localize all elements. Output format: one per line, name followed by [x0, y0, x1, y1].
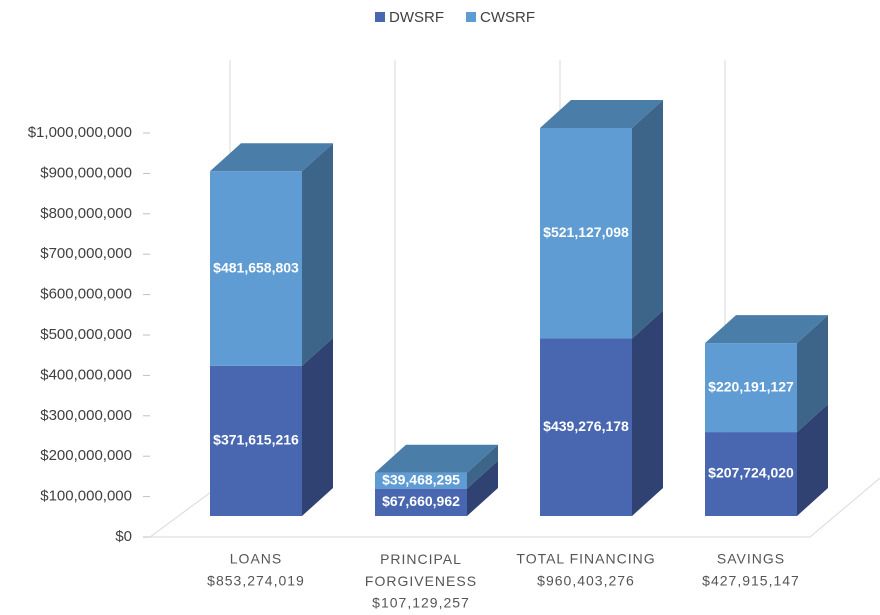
bar — [375, 472, 467, 489]
bar-side — [302, 337, 333, 516]
bar-side — [797, 404, 828, 516]
y-tick-label: $1,000,000,000 — [28, 124, 132, 141]
y-tick-label: $700,000,000 — [40, 245, 132, 262]
y-tick-label: $400,000,000 — [40, 366, 132, 383]
bar-side — [632, 310, 663, 516]
total-label: $960,403,276 — [537, 573, 635, 589]
data-label: $481,658,803 — [213, 259, 299, 275]
x-tick-label: TOTAL FINANCING — [516, 551, 655, 567]
bar-top — [540, 99, 663, 128]
data-label: $67,660,962 — [382, 493, 460, 509]
x-tick-label-line: PRINCIPAL — [380, 551, 462, 567]
bar-side — [797, 315, 828, 433]
data-label: $371,615,216 — [213, 432, 299, 448]
legend-label: CWSRF — [480, 9, 535, 26]
legend: DWSRF CWSRF — [375, 9, 535, 26]
data-label: $39,468,295 — [382, 471, 460, 487]
bar — [210, 171, 302, 366]
y-tick-label: $200,000,000 — [40, 447, 132, 464]
bar-side — [467, 460, 498, 516]
bar — [210, 365, 302, 516]
bar-top — [705, 315, 828, 344]
y-tick-label: $800,000,000 — [40, 205, 132, 222]
bar-side — [302, 143, 333, 366]
y-tick-label: $900,000,000 — [40, 164, 132, 181]
bar — [705, 343, 797, 433]
x-tick-label: LOANS — [230, 551, 282, 567]
data-label: $521,127,098 — [543, 224, 629, 240]
legend-swatch — [466, 12, 476, 22]
bar-top — [210, 143, 333, 172]
bar-side — [632, 99, 663, 339]
total-label: $427,915,147 — [702, 573, 800, 589]
y-tick-label: $600,000,000 — [40, 286, 132, 303]
x-tick-label: PRINCIPAL FORGIVENESS — [365, 551, 477, 589]
total-label: $853,274,019 — [207, 573, 305, 589]
y-tick-label: $500,000,000 — [40, 326, 132, 343]
x-tick-label-line: FORGIVENESS — [365, 573, 477, 589]
data-label: $220,191,127 — [708, 378, 794, 394]
x-tick-label: SAVINGS — [717, 551, 785, 567]
legend-swatch — [375, 12, 385, 22]
bar — [375, 488, 467, 516]
bar — [540, 338, 632, 516]
legend-label: DWSRF — [389, 9, 444, 26]
bar — [540, 127, 632, 339]
bar — [705, 432, 797, 516]
bar-side — [467, 444, 498, 489]
bar-top — [375, 444, 498, 473]
total-label: $107,129,257 — [372, 595, 470, 611]
y-tick-label: $100,000,000 — [40, 488, 132, 505]
data-label: $207,724,020 — [708, 465, 794, 481]
data-label: $439,276,178 — [543, 418, 629, 434]
y-tick-label: $0 — [115, 528, 132, 545]
y-tick-label: $300,000,000 — [40, 407, 132, 424]
